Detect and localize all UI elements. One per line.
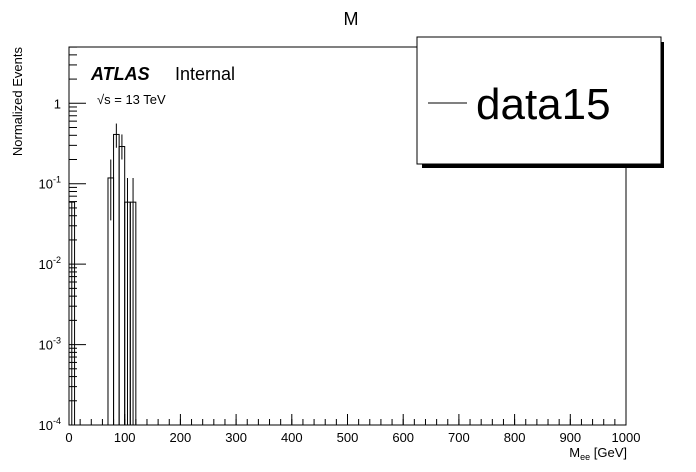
x-tick-label: 200 bbox=[170, 430, 192, 445]
y-axis-ticks: 10-410-310-210-11 bbox=[39, 46, 86, 433]
y-tick-label: 10-1 bbox=[39, 175, 61, 192]
y-tick-label: 10-4 bbox=[39, 416, 61, 433]
histogram-bins bbox=[68, 123, 137, 426]
x-axis-label-main: M bbox=[569, 445, 580, 460]
y-tick-base: 10 bbox=[39, 257, 53, 272]
y-tick-label: 1 bbox=[54, 96, 61, 111]
y-tick-base: 10 bbox=[39, 177, 53, 192]
x-tick-label: 800 bbox=[504, 430, 526, 445]
x-tick-label: 700 bbox=[448, 430, 470, 445]
legend-entry: data15 bbox=[476, 80, 611, 129]
y-tick-exponent: -2 bbox=[53, 255, 61, 265]
x-tick-label: 500 bbox=[337, 430, 359, 445]
y-tick-exponent: -3 bbox=[53, 336, 61, 346]
energy-label: √s = 13 TeV bbox=[97, 92, 166, 107]
histogram-bar bbox=[118, 146, 126, 426]
x-axis-label-sub: ee bbox=[580, 452, 590, 462]
x-axis-ticks: 0 100 200 300 400 500 600 700 800 900 1000 bbox=[65, 414, 640, 445]
y-tick-base: 10 bbox=[39, 338, 53, 353]
status-label: Internal bbox=[175, 64, 235, 84]
x-axis-label-unit: [GeV] bbox=[590, 445, 627, 460]
x-tick-label: 400 bbox=[281, 430, 303, 445]
histogram-bar bbox=[113, 133, 120, 426]
atlas-label: ATLAS bbox=[90, 64, 150, 84]
x-tick-label: 900 bbox=[559, 430, 581, 445]
x-tick-label: 0 bbox=[65, 430, 72, 445]
y-axis-label: Normalized Events bbox=[10, 47, 25, 157]
x-tick-label: 300 bbox=[225, 430, 247, 445]
x-tick-label: 600 bbox=[392, 430, 414, 445]
chart-title: M bbox=[344, 9, 359, 29]
y-tick-label: 10-2 bbox=[39, 255, 61, 272]
x-axis-label: Mee [GeV] bbox=[569, 445, 627, 462]
legend-box bbox=[416, 36, 662, 165]
x-tick-label: 1000 bbox=[612, 430, 641, 445]
y-tick-exponent: -1 bbox=[53, 175, 61, 185]
y-tick-label: 10-3 bbox=[39, 336, 61, 353]
y-tick-base: 1 bbox=[54, 96, 61, 111]
x-tick-label: 100 bbox=[114, 430, 136, 445]
y-tick-exponent: -4 bbox=[53, 416, 61, 426]
y-tick-base: 10 bbox=[39, 418, 53, 433]
